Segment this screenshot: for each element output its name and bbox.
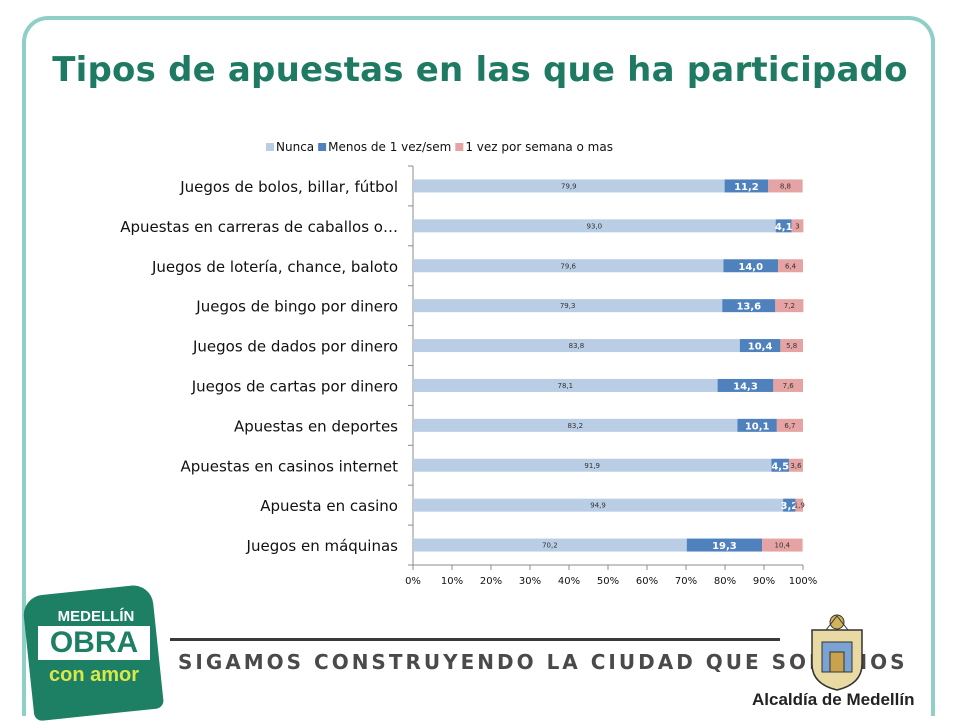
category-label: Juegos de bingo por dinero <box>195 298 398 316</box>
category-label: Apuesta en casino <box>260 497 398 515</box>
category-label: Juegos en máquinas <box>246 537 399 555</box>
bar-1-vez-o-mas <box>768 179 803 193</box>
data-label: 10,1 <box>745 421 770 432</box>
bar-1-vez-o-mas <box>776 418 803 432</box>
data-label: 91,9 <box>584 462 600 470</box>
medellin-obra-logo: MEDELLÍN OBRA con amor <box>21 583 165 721</box>
bar-nunca <box>413 418 738 432</box>
data-label: 4,5 <box>771 461 789 472</box>
bar-menos-1-vez <box>739 339 781 353</box>
bar-menos-1-vez <box>723 259 779 273</box>
data-label: 70,2 <box>542 542 558 550</box>
footer-tagline: SIGAMOS CONSTRUYENDO LA CIUDAD QUE SOÑAM… <box>178 650 908 674</box>
data-label: 8,8 <box>780 182 791 190</box>
logo-line1: MEDELLÍN <box>57 608 135 625</box>
data-label: 5,8 <box>786 342 797 350</box>
data-label: 3 <box>795 222 799 230</box>
data-label: 94,9 <box>590 502 606 510</box>
bar-menos-1-vez <box>722 299 776 313</box>
x-tick-label: 40% <box>558 576 580 587</box>
bar-nunca <box>413 259 724 273</box>
bar-nunca <box>413 378 718 392</box>
data-label: 10,4 <box>748 342 773 353</box>
bar-nunca <box>413 498 784 512</box>
x-tick-label: 50% <box>597 576 619 587</box>
x-tick-label: 80% <box>714 576 736 587</box>
bar-menos-1-vez <box>724 179 769 193</box>
data-label: 78,1 <box>557 382 573 390</box>
category-label: Apuestas en deportes <box>234 417 398 435</box>
bar-menos-1-vez <box>771 458 789 472</box>
data-label: 10,4 <box>775 542 791 550</box>
footer-divider <box>170 638 780 641</box>
category-label: Juegos de dados por dinero <box>192 338 398 356</box>
bar-nunca <box>413 458 772 472</box>
legend-swatch <box>318 143 327 151</box>
x-tick-label: 30% <box>519 576 541 587</box>
category-label: Juegos de bolos, billar, fútbol <box>179 178 398 196</box>
x-tick-label: 70% <box>675 576 697 587</box>
bar-1-vez-o-mas <box>795 498 803 512</box>
x-tick-label: 90% <box>753 576 775 587</box>
bar-menos-1-vez <box>775 219 792 233</box>
slide-title: Tipos de apuestas en las que ha particip… <box>52 50 908 90</box>
legend-label: Menos de 1 vez/sem <box>328 140 451 154</box>
logo-line3: con amor <box>48 664 140 686</box>
data-label: 93,0 <box>587 222 603 230</box>
legend-label: Nunca <box>276 140 314 154</box>
category-label: Apuestas en casinos internet <box>181 457 399 475</box>
data-label: 11,2 <box>734 182 759 193</box>
bar-1-vez-o-mas <box>762 538 803 552</box>
institution-name: Alcaldía de Medellín <box>752 690 915 709</box>
category-label: Juegos de lotería, chance, baloto <box>151 258 398 276</box>
slide-frame <box>22 16 935 716</box>
data-label: 7,2 <box>784 302 795 310</box>
bar-1-vez-o-mas <box>773 378 803 392</box>
data-label: 13,6 <box>736 302 761 313</box>
logo-line2: OBRA <box>38 626 150 660</box>
data-label: 14,3 <box>733 381 758 392</box>
data-label: 79,6 <box>560 262 576 270</box>
data-label: 83,8 <box>569 342 585 350</box>
bar-nunca <box>413 179 725 193</box>
data-label: 3,6 <box>790 462 802 470</box>
legend-swatch <box>455 143 464 151</box>
data-label: 1,9 <box>794 502 805 510</box>
data-label: 79,9 <box>561 182 577 190</box>
bar-1-vez-o-mas <box>775 299 804 313</box>
data-label: 3,2 <box>780 501 798 512</box>
data-label: 83,2 <box>567 422 583 430</box>
x-tick-label: 100% <box>789 576 818 587</box>
bar-menos-1-vez <box>717 378 774 392</box>
x-tick-label: 10% <box>441 576 463 587</box>
bar-menos-1-vez <box>783 498 796 512</box>
x-tick-label: 60% <box>636 576 658 587</box>
legend-label: 1 vez por semana o mas <box>465 140 613 154</box>
coat-of-arms-icon <box>811 614 863 691</box>
data-label: 6,7 <box>784 422 795 430</box>
data-label: 79,3 <box>560 302 576 310</box>
bar-nunca <box>413 538 687 552</box>
data-label: 4,1 <box>775 222 793 233</box>
data-label: 19,3 <box>712 541 737 552</box>
bar-1-vez-o-mas <box>791 219 804 233</box>
x-tick-label: 0% <box>405 576 421 587</box>
category-label: Juegos de cartas por dinero <box>191 377 398 395</box>
data-label: 6,4 <box>785 262 797 270</box>
bar-1-vez-o-mas <box>780 339 803 353</box>
data-label: 14,0 <box>738 262 763 273</box>
data-label: 7,6 <box>783 382 795 390</box>
category-label: Apuestas en carreras de caballos o… <box>120 218 398 236</box>
bar-menos-1-vez <box>686 538 763 552</box>
bar-nunca <box>413 299 723 313</box>
bar-1-vez-o-mas <box>788 458 803 472</box>
legend-swatch <box>266 143 274 151</box>
bar-1-vez-o-mas <box>778 259 803 273</box>
bar-nunca <box>413 219 776 233</box>
x-tick-label: 20% <box>480 576 502 587</box>
bar-menos-1-vez <box>737 418 777 432</box>
bar-nunca <box>413 339 740 353</box>
